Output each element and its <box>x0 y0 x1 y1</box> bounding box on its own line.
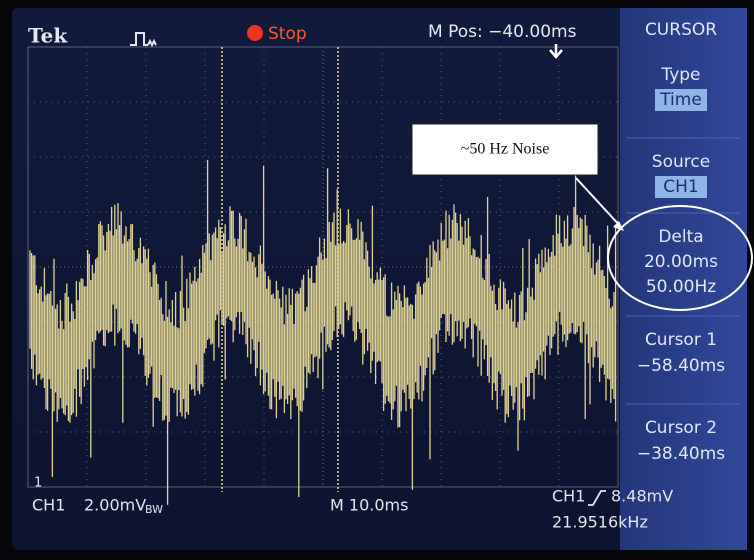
status: Stop <box>268 24 307 44</box>
bandwidth: BW <box>145 503 163 516</box>
brand: Tek <box>28 24 68 48</box>
menu-label: Source <box>652 152 710 172</box>
menu-label: Cursor 1 <box>645 330 717 350</box>
stop-icon <box>247 25 263 41</box>
menu-label: Delta <box>658 227 703 247</box>
menu-value: CH1 <box>663 177 698 197</box>
scale: 2.00mV <box>84 496 146 515</box>
trigger-level: 8.48mV <box>611 487 673 506</box>
frequency: 21.9516kHz <box>552 513 648 532</box>
menu-value: −58.40ms <box>637 356 725 376</box>
trigger-source: CH1 <box>552 487 585 506</box>
menu-label: Type <box>660 65 700 85</box>
menu-title: CURSOR <box>645 20 717 40</box>
annotation-text: ~50 Hz Noise <box>461 141 550 158</box>
oscilloscope-screen: Tek Stop M Pos: −40.00ms CURSOR Type Time… <box>0 0 754 560</box>
menu-label: Cursor 2 <box>645 418 717 438</box>
menu-value: 20.00ms <box>644 252 718 272</box>
menu-value: 50.00Hz <box>646 277 716 297</box>
menu-value: −38.40ms <box>637 444 725 464</box>
position: M Pos: −40.00ms <box>428 22 577 42</box>
channel: CH1 <box>32 496 65 515</box>
timebase: M 10.0ms <box>330 496 408 515</box>
menu-value: Time <box>659 90 702 110</box>
channel-marker: 1 <box>34 476 42 491</box>
